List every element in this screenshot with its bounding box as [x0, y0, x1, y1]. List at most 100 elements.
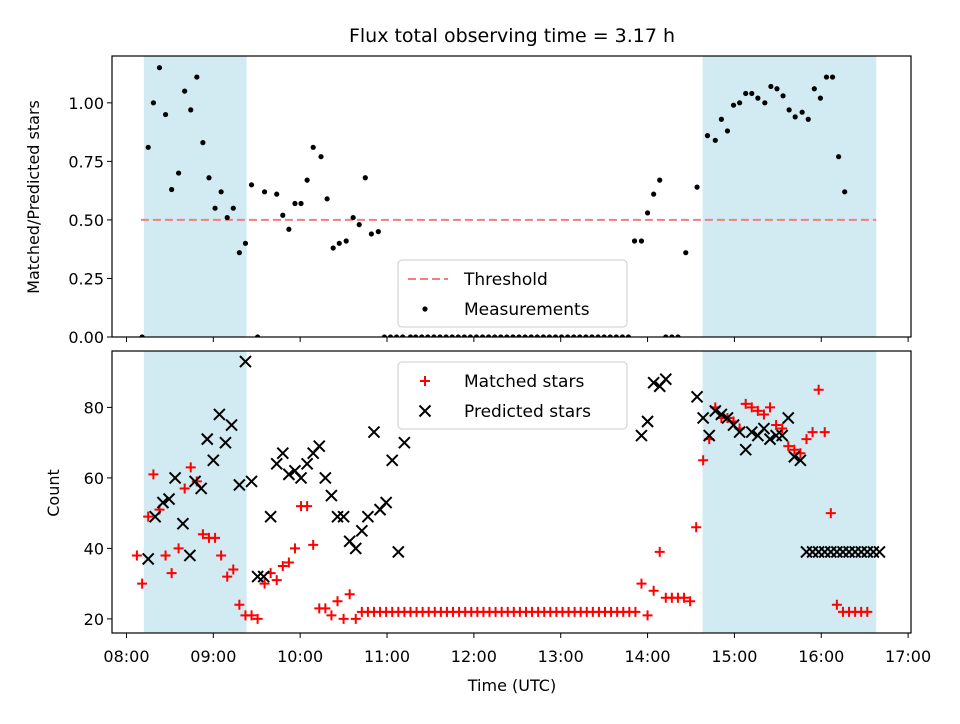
bottom-data-layer [131, 355, 886, 624]
measurement-point [310, 144, 316, 150]
top-y-tick-label: 1.00 [68, 94, 104, 113]
measurement-point [683, 250, 689, 256]
predicted-star-point [782, 411, 795, 425]
measurement-point [749, 90, 755, 97]
predicted-star-point [319, 471, 332, 485]
matched-star-point [173, 543, 184, 554]
matched-star-point [271, 575, 282, 586]
measurement-point [510, 334, 516, 337]
measurement-point [552, 334, 559, 337]
bottom-y-tick-label: 80 [84, 398, 104, 417]
measurement-point [425, 334, 431, 337]
measurement-point [419, 334, 425, 337]
measurement-point [280, 212, 286, 218]
predicted-star-point [300, 457, 314, 471]
measurement-point [230, 205, 236, 211]
matched-star-point [679, 592, 690, 603]
top-y-axis-label: Matched/Predicted stars [24, 100, 43, 294]
measurement-point [368, 231, 374, 237]
measurement-point [461, 334, 467, 337]
matched-star-point [179, 483, 190, 494]
predicted-star-point [219, 436, 232, 449]
bottom-highlight-window-0 [143, 351, 247, 633]
matched-star-point [746, 402, 757, 413]
measurement-point [381, 334, 388, 337]
measurement-point [792, 114, 798, 120]
predicted-star-point [398, 436, 411, 449]
matched-star-point [819, 427, 830, 438]
bottom-y-tick-label: 20 [84, 610, 104, 629]
measurement-point [589, 334, 595, 337]
matched-star-point [789, 444, 800, 455]
top-highlight-window-0 [143, 56, 247, 337]
measurement-point [431, 334, 437, 337]
predicted-star-point [745, 425, 758, 439]
predicted-star-point [659, 372, 673, 386]
predicted-star-point [709, 404, 722, 418]
matched-star-point [131, 550, 142, 561]
bottom-legend-box [397, 361, 628, 430]
measurement-point [150, 100, 156, 106]
measurement-point [619, 334, 625, 337]
predicted-star-point [386, 454, 399, 467]
predicted-star-point [696, 411, 710, 425]
predicted-star-point [245, 475, 258, 488]
legend-matched-swatch [420, 376, 430, 386]
predicted-star-point [176, 517, 190, 530]
predicted-star-point [733, 425, 746, 439]
bottom-legend-label: Matched stars [464, 372, 584, 392]
measurement-point [330, 245, 336, 251]
predicted-star-point [763, 432, 777, 446]
measurement-point [762, 100, 768, 106]
predicted-star-point [270, 457, 283, 471]
measurement-point [712, 137, 718, 143]
matched-star-point [698, 455, 709, 466]
measurement-point [724, 128, 731, 134]
measurement-point [817, 95, 823, 101]
measurement-point [443, 334, 449, 337]
matched-star-point [648, 585, 659, 596]
matched-star-point [302, 501, 313, 512]
predicted-star-point [156, 496, 170, 509]
matched-star-point [752, 405, 763, 416]
matched-star-point [862, 606, 873, 617]
measurement-point [577, 334, 583, 337]
predicted-star-point [264, 510, 277, 523]
measurement-point [236, 250, 242, 256]
bottom-y-tick-label: 60 [84, 469, 104, 488]
top-y-tick-label: 0.50 [68, 211, 104, 230]
measurement-point [393, 334, 400, 337]
matched-star-point [807, 427, 818, 438]
measurement-point [743, 90, 749, 97]
top-data-layer [139, 65, 877, 337]
matched-star-point [771, 420, 782, 431]
measurement-point [823, 74, 830, 80]
measurement-point [182, 88, 188, 94]
measurement-point [595, 334, 601, 337]
measurement-point [362, 175, 368, 181]
measurement-point [583, 334, 589, 337]
predicted-star-point [313, 439, 326, 453]
measurement-point [473, 334, 480, 337]
measurement-point [261, 189, 268, 195]
predicted-star-point [257, 570, 270, 583]
measurement-point [718, 116, 724, 122]
measurement-point [194, 74, 200, 80]
predicted-star-point [349, 542, 362, 555]
matched-star-point [332, 596, 343, 607]
measurement-point [479, 334, 486, 337]
measurement-point [601, 334, 607, 337]
measurement-point [669, 334, 675, 337]
measurement-point [175, 170, 182, 176]
measurement-point [613, 334, 619, 337]
predicted-star-point [647, 376, 660, 389]
x-tick-label: 16:00 [798, 647, 844, 666]
predicted-star-point [162, 492, 176, 506]
measurement-point [675, 334, 681, 337]
measurement-point [400, 334, 406, 337]
x-tick-label: 09:00 [190, 647, 236, 666]
predicted-star-point [201, 432, 214, 446]
predicted-star-point [213, 408, 226, 421]
measurement-point [455, 334, 461, 337]
